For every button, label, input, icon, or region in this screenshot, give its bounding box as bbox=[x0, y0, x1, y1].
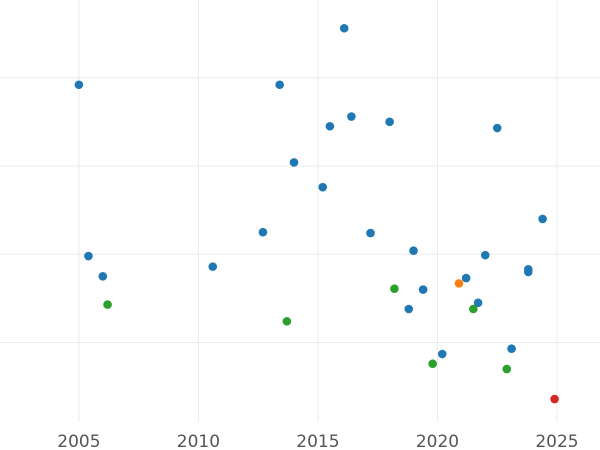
data-points bbox=[74, 23, 559, 404]
data-point bbox=[98, 272, 108, 281]
data-point bbox=[502, 364, 512, 374]
data-point bbox=[437, 349, 447, 359]
x-axis-tick-labels: 2005 2010 2015 2020 2025 bbox=[57, 432, 578, 450]
data-point bbox=[550, 394, 559, 404]
data-point bbox=[325, 121, 335, 131]
data-point bbox=[480, 250, 490, 260]
data-point bbox=[208, 262, 218, 271]
data-point bbox=[347, 112, 356, 121]
x-tick-label: 2010 bbox=[177, 432, 220, 450]
data-point bbox=[282, 317, 292, 326]
data-point bbox=[409, 246, 418, 256]
data-point bbox=[390, 284, 399, 293]
data-point bbox=[74, 80, 84, 90]
vertical-gridlines bbox=[78, 0, 558, 422]
data-point bbox=[492, 123, 502, 133]
data-point bbox=[366, 228, 375, 238]
data-point bbox=[84, 251, 93, 261]
data-point bbox=[473, 298, 483, 308]
horizontal-gridlines bbox=[0, 77, 600, 344]
x-tick-label: 2020 bbox=[416, 432, 459, 450]
data-point bbox=[318, 182, 328, 192]
x-tick-label: 2025 bbox=[535, 432, 578, 450]
x-tick-label: 2005 bbox=[57, 432, 100, 450]
data-point bbox=[538, 214, 547, 224]
data-point bbox=[275, 80, 284, 90]
data-point bbox=[404, 304, 414, 314]
data-point bbox=[507, 344, 516, 354]
data-point bbox=[523, 267, 533, 277]
data-point bbox=[454, 279, 464, 288]
data-point bbox=[469, 304, 478, 314]
data-point bbox=[428, 359, 437, 369]
data-point bbox=[418, 285, 428, 294]
data-point bbox=[258, 227, 268, 237]
data-point bbox=[461, 273, 471, 283]
data-point bbox=[339, 23, 349, 33]
data-point bbox=[289, 158, 299, 167]
data-point bbox=[103, 300, 112, 309]
x-tick-label: 2015 bbox=[296, 432, 339, 450]
data-point bbox=[385, 117, 394, 127]
